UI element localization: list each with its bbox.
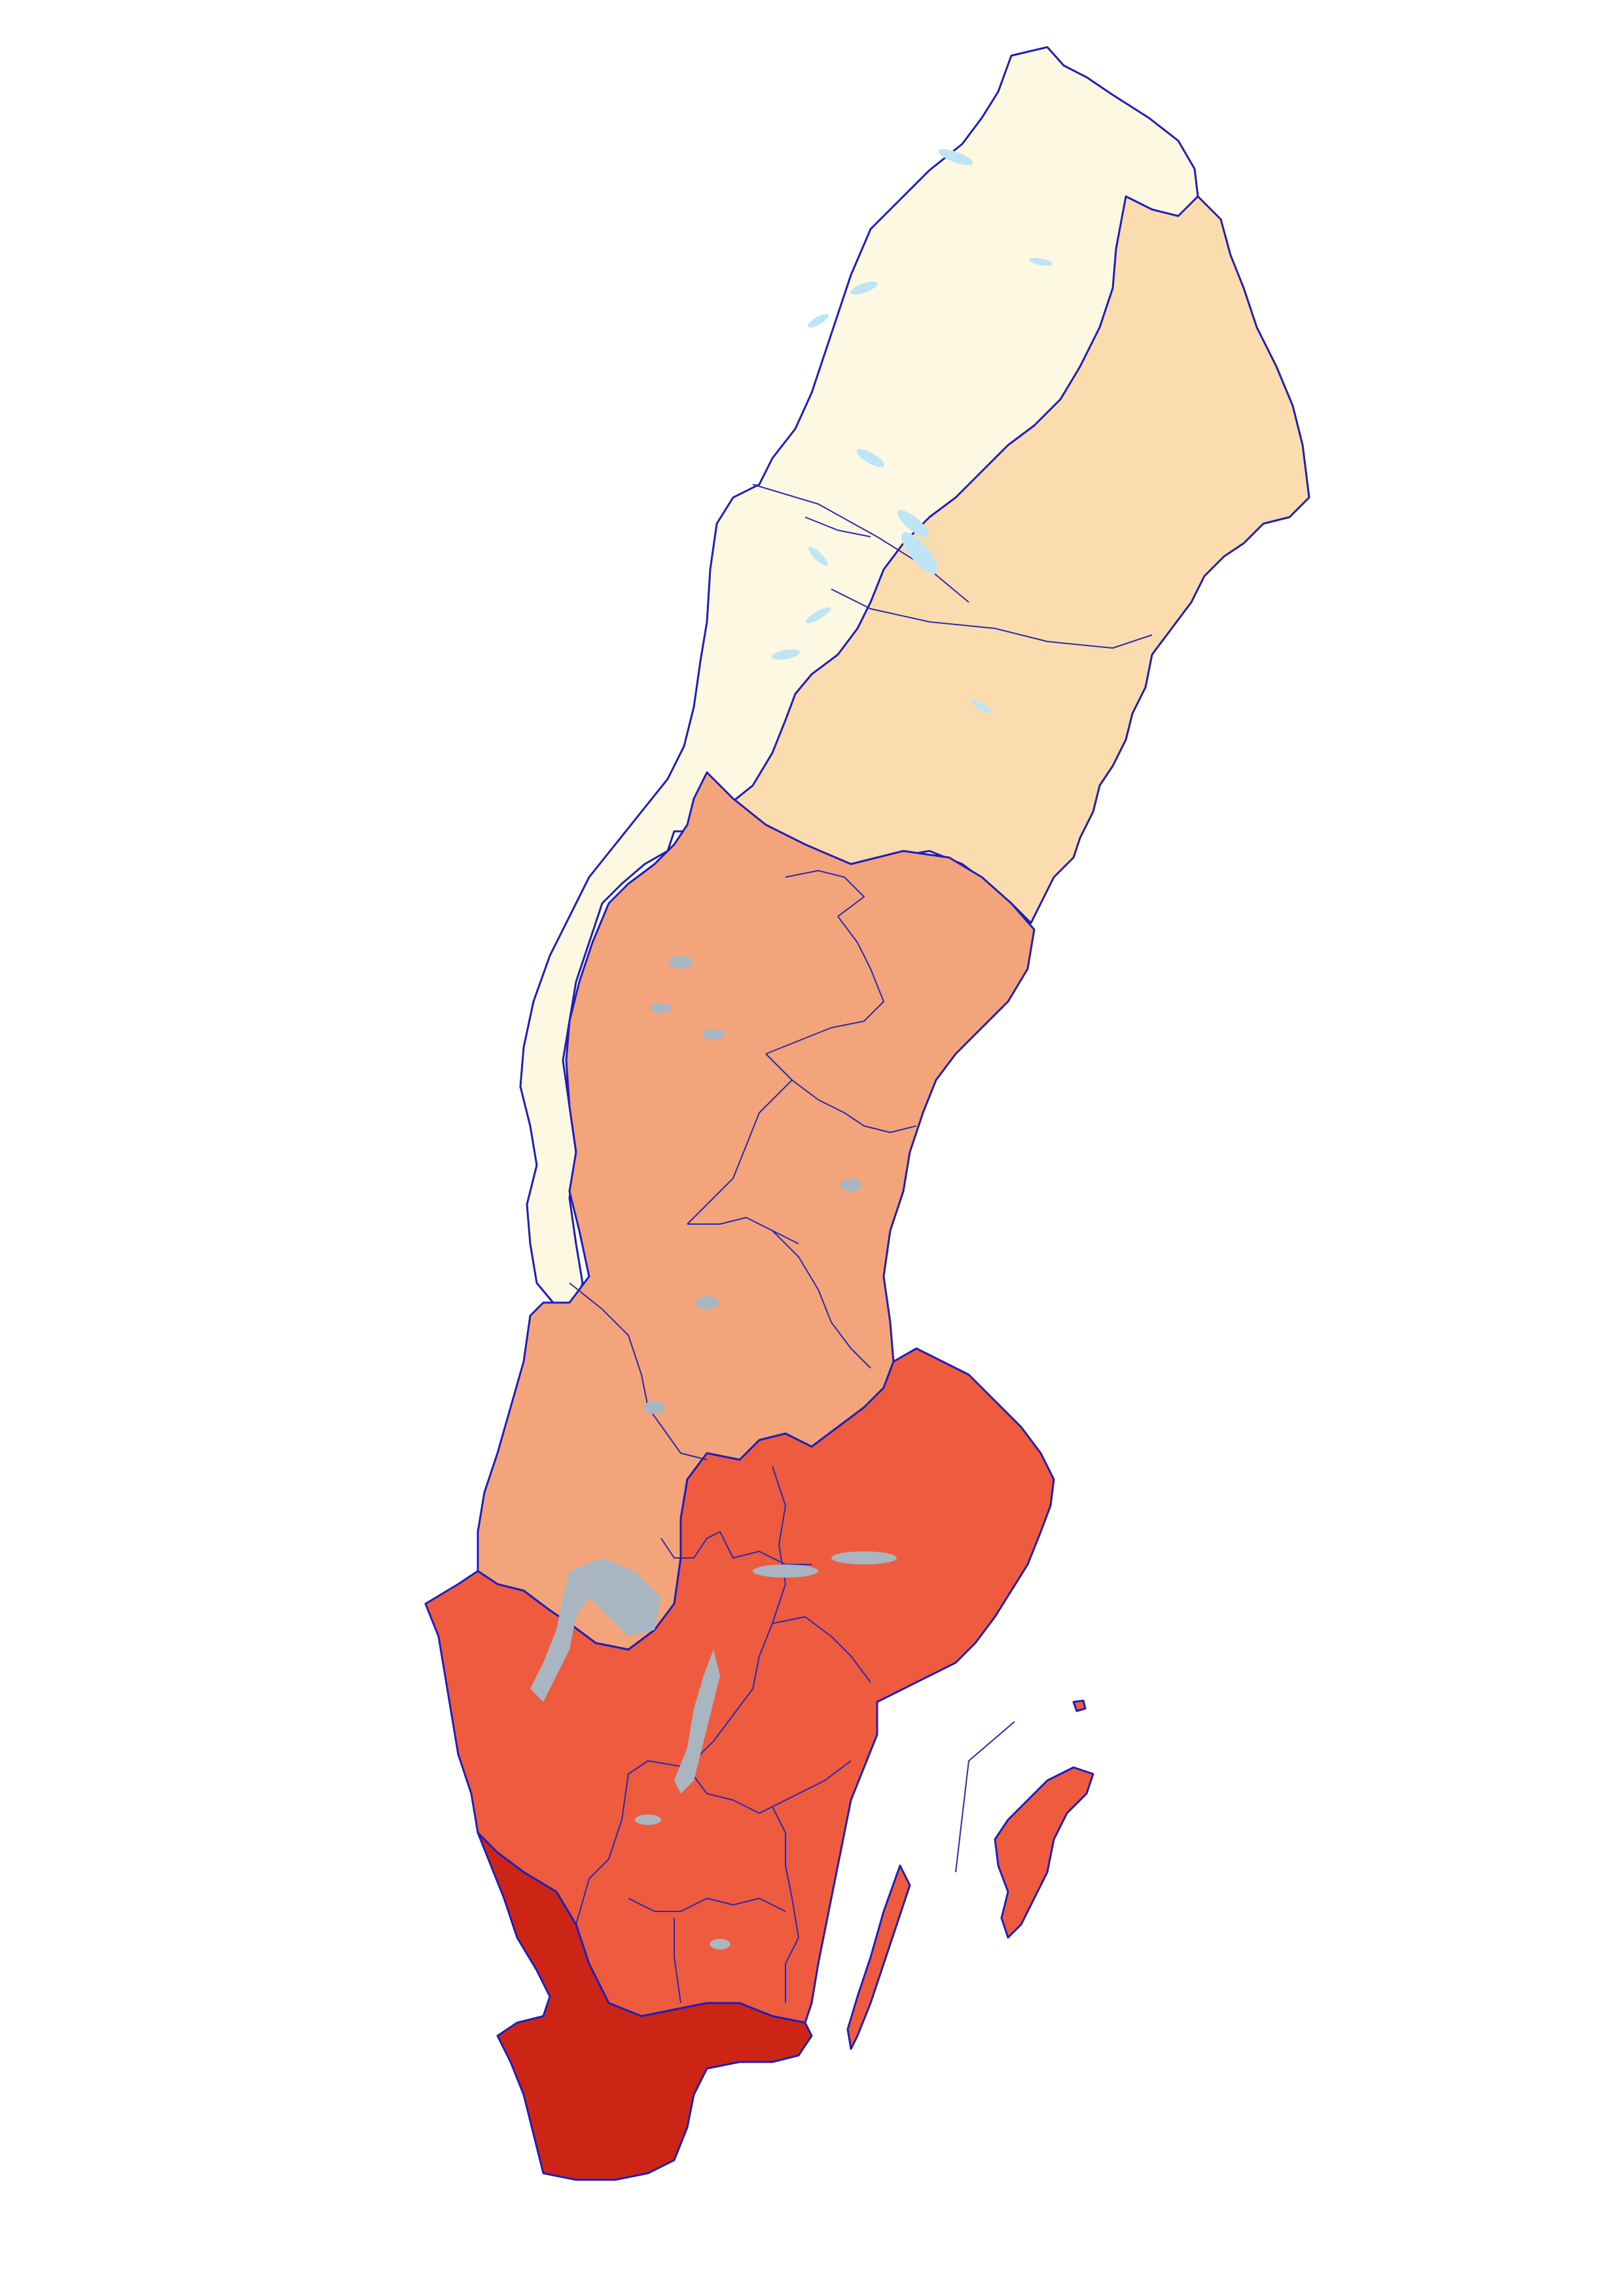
sea-boundary-line — [955, 1721, 1015, 1873]
island-oland — [846, 1864, 911, 2050]
zone-skane-halland — [477, 1832, 813, 2181]
lakes — [530, 149, 1053, 1949]
island-gotland — [994, 1766, 1094, 1939]
county-borders — [569, 484, 1153, 2004]
island-gotska-sandon — [1072, 1699, 1087, 1712]
